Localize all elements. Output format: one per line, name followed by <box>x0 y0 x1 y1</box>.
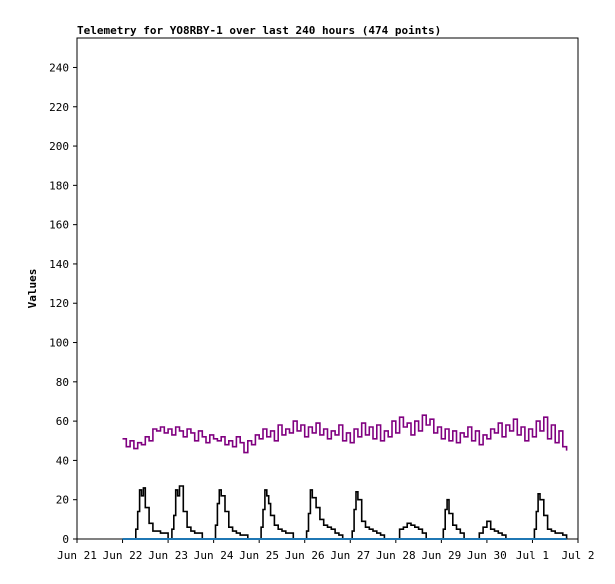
x-tick-label: Jun 25 <box>239 549 279 562</box>
x-tick-label: Jun 24 <box>194 549 234 562</box>
y-tick-label: 0 <box>62 533 69 546</box>
y-tick-label: 100 <box>49 337 69 350</box>
x-tick-label: Jun 28 <box>376 549 416 562</box>
x-tick-label: Jun 27 <box>330 549 370 562</box>
y-tick-label: 20 <box>56 494 69 507</box>
x-tick-label: Jul 2 <box>561 549 594 562</box>
y-tick-label: 140 <box>49 258 69 271</box>
y-axis-label: Values <box>26 269 39 309</box>
x-tick-label: Jul 1 <box>516 549 549 562</box>
x-tick-label: Jun 26 <box>285 549 325 562</box>
y-tick-label: 40 <box>56 454 69 467</box>
chart-title: Telemetry for YO8RBY-1 over last 240 hou… <box>77 24 442 37</box>
y-tick-label: 60 <box>56 415 69 428</box>
y-tick-label: 180 <box>49 179 69 192</box>
y-tick-label: 200 <box>49 140 69 153</box>
plot-frame <box>76 37 579 540</box>
x-tick-label: Jun 22 <box>103 549 143 562</box>
y-tick-label: 240 <box>49 61 69 74</box>
y-tick-label: 220 <box>49 101 69 114</box>
y-tick-label: 160 <box>49 219 69 232</box>
x-tick-label: Jun 21 <box>57 549 97 562</box>
x-tick-label: Jun 30 <box>467 549 507 562</box>
y-tick-label: 120 <box>49 297 69 310</box>
y-tick-label: 80 <box>56 376 69 389</box>
x-tick-label: Jun 29 <box>421 549 461 562</box>
series-line-2 <box>122 485 568 540</box>
series-line-1 <box>122 414 568 454</box>
x-tick-label: Jun 23 <box>148 549 188 562</box>
